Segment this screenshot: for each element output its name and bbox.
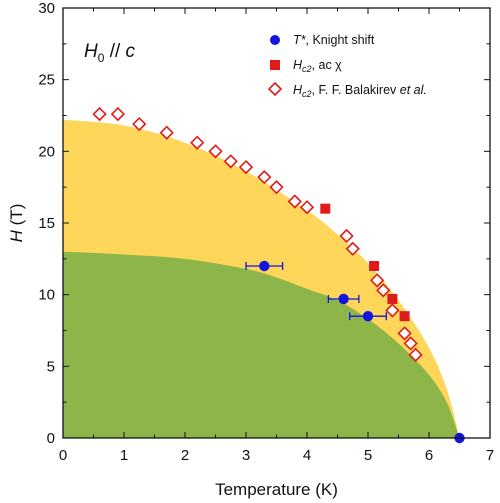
y-tick-label: 0 (47, 430, 55, 447)
balakirev-point (370, 273, 385, 288)
balakirev-point (339, 228, 354, 244)
legend-label-knight-shift: T*, Knight shift (293, 33, 375, 47)
phase-regions (63, 119, 460, 438)
balakirev-point (257, 170, 272, 185)
balakirev-point (299, 200, 315, 215)
balakirev-point (132, 116, 147, 132)
y-tick-label: 15 (38, 215, 55, 232)
x-tick-label: 3 (242, 447, 250, 464)
balakirev-point (223, 154, 238, 169)
y-tick-label: 5 (47, 358, 55, 375)
annotation-field-symbol: H (84, 41, 98, 62)
y-tick-label: 30 (38, 0, 55, 17)
balakirev-point (208, 144, 223, 159)
x-axis-title: Temperature (K) (215, 480, 338, 499)
legend-entry-knight-shift: T*, Knight shift (270, 33, 375, 47)
balakirev-point (403, 336, 418, 351)
x-tick-label: 5 (364, 447, 372, 464)
balakirev-point (385, 303, 400, 318)
balakirev-point (190, 135, 205, 150)
legend-marker-circle (270, 35, 280, 45)
balakirev-point (376, 283, 391, 298)
lower-phase-region (63, 251, 460, 438)
legend-label-balakirev: Hc2, F. F. Balakirev et al. (293, 83, 427, 99)
knight-shift-point (362, 310, 374, 322)
legend-entry-balakirev: Hc2, F. F. Balakirev et al. (267, 81, 427, 99)
axis-ticks (62, 7, 491, 439)
ac-chi-point (399, 311, 410, 322)
balakirev-point (287, 194, 302, 209)
knight-shift-point (338, 293, 349, 305)
axis-tick-labels: 0 1 2 3 4 5 6 7 0 5 10 15 20 25 30 (38, 0, 494, 464)
y-tick-label: 25 (38, 72, 55, 89)
x-tick-label: 2 (181, 447, 189, 464)
ac-chi-point (320, 203, 331, 214)
x-tick-label: 4 (303, 447, 311, 464)
legend-marker-diamond (267, 81, 283, 97)
balakirev-point (408, 347, 423, 362)
field-direction-annotation: H0 // c (84, 41, 136, 65)
ac-chi-point (387, 293, 398, 304)
balakirev-point (159, 125, 174, 140)
balakirev-point (238, 159, 254, 175)
balakirev-point (345, 241, 360, 256)
balakirev-point (397, 326, 412, 341)
x-tick-label: 6 (425, 447, 433, 464)
y-tick-label: 20 (38, 143, 55, 160)
y-axis-title-symbol: H (7, 229, 26, 242)
annotation-field-subscript: 0 (98, 51, 105, 65)
annotation-axis: c (126, 41, 136, 62)
x-tick-label: 1 (120, 447, 128, 464)
legend-marker-square (270, 60, 280, 70)
y-axis-title: H (T) (7, 204, 26, 243)
legend: T*, Knight shift Hc2, ac χ Hc2, F. F. Ba… (267, 33, 427, 99)
annotation-parallel: // (104, 41, 125, 62)
balakirev-point (269, 180, 284, 195)
legend-entry-ac-chi: Hc2, ac χ (270, 58, 342, 74)
ac-chi-point (369, 261, 380, 271)
legend-label-ac-chi: Hc2, ac χ (293, 58, 342, 74)
balakirev-point (110, 106, 126, 122)
x-tick-label: 7 (486, 447, 494, 464)
balakirev-point (92, 106, 107, 122)
y-tick-label: 10 (38, 287, 55, 304)
knight-shift-point (259, 260, 270, 272)
data-markers (92, 106, 465, 444)
y-axis-title-unit: (T) (7, 204, 26, 230)
x-tick-label: 0 (59, 447, 67, 464)
